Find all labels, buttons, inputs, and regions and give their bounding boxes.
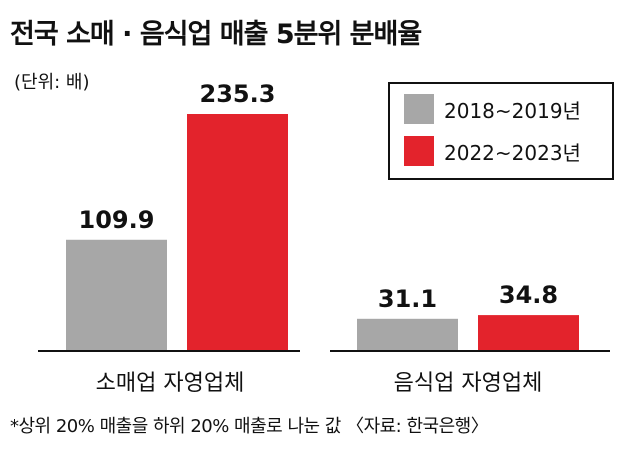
chart-frame <box>8 8 632 449</box>
data-label-1-series-2: 235.3 <box>200 80 276 108</box>
bar-2-series-2 <box>478 315 579 350</box>
unit-note: (단위: 배) <box>14 72 90 93</box>
legend-label-series-1: 2018~2019년 <box>444 98 581 123</box>
legend-item-series-1: 2018~2019년 <box>404 94 581 124</box>
legend-swatch-series-2 <box>404 136 434 166</box>
chart-title: 전국 소매 · 음식업 매출 5분위 분배율 <box>10 19 422 50</box>
bar-2-series-1 <box>357 318 458 350</box>
data-label-1-series-1: 109.9 <box>79 206 155 234</box>
category-label-1: 소매업 자영업체 <box>96 371 245 396</box>
legend-label-series-2: 2022~2023년 <box>444 140 581 165</box>
data-label-2-series-2: 34.8 <box>499 281 558 309</box>
legend-swatch-series-1 <box>404 94 434 124</box>
bar-1-series-2 <box>187 114 288 350</box>
data-label-2-series-1: 31.1 <box>378 285 437 313</box>
footnote: *상위 20% 매출을 하위 20% 매출로 나눈 값 〈자료: 한국은행〉 <box>10 416 489 437</box>
legend-item-series-2: 2022~2023년 <box>404 136 581 166</box>
bar-1-series-1 <box>66 239 167 350</box>
chart-legend: 2018~2019년 2022~2023년 <box>388 82 614 180</box>
category-label-2: 음식업 자영업체 <box>394 371 543 396</box>
